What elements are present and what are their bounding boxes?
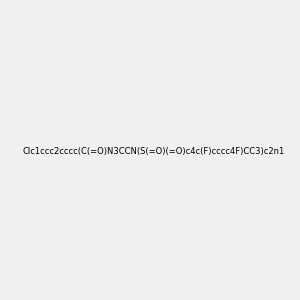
Text: Clc1ccc2cccc(C(=O)N3CCN(S(=O)(=O)c4c(F)cccc4F)CC3)c2n1: Clc1ccc2cccc(C(=O)N3CCN(S(=O)(=O)c4c(F)c…: [22, 147, 285, 156]
